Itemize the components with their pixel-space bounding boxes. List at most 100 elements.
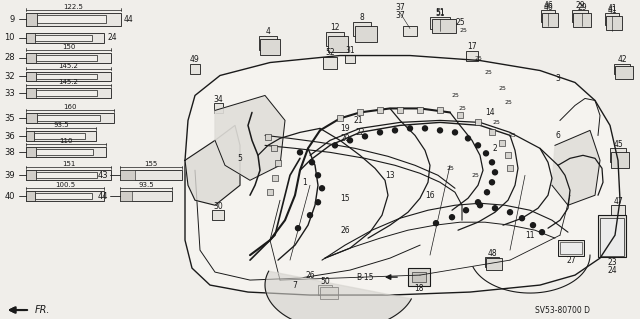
Text: 52: 52 bbox=[325, 48, 335, 57]
Polygon shape bbox=[215, 95, 285, 180]
Circle shape bbox=[476, 200, 481, 205]
Text: 24: 24 bbox=[107, 33, 116, 42]
Text: 50: 50 bbox=[320, 277, 330, 286]
Bar bbox=[337, 115, 343, 122]
Text: 19: 19 bbox=[340, 124, 350, 133]
Bar bbox=[36, 172, 97, 178]
Text: 155: 155 bbox=[145, 161, 157, 167]
Bar bbox=[417, 108, 423, 114]
Text: 47: 47 bbox=[613, 197, 623, 206]
Bar bbox=[120, 191, 132, 201]
Text: 93.5: 93.5 bbox=[138, 182, 154, 188]
Circle shape bbox=[484, 190, 490, 195]
Text: 12: 12 bbox=[330, 23, 340, 32]
Text: 35: 35 bbox=[4, 114, 15, 123]
Text: 25: 25 bbox=[504, 100, 512, 105]
Bar bbox=[345, 55, 355, 63]
Bar bbox=[26, 147, 36, 157]
Bar bbox=[600, 218, 624, 256]
Text: 9: 9 bbox=[10, 15, 15, 24]
Bar bbox=[35, 193, 92, 199]
Text: 93.5: 93.5 bbox=[53, 122, 69, 128]
Bar bbox=[486, 258, 502, 270]
Circle shape bbox=[310, 160, 314, 165]
Text: FR.: FR. bbox=[35, 305, 51, 315]
Text: 41: 41 bbox=[607, 4, 617, 13]
Text: 14: 14 bbox=[485, 108, 495, 117]
Bar bbox=[120, 170, 182, 180]
Text: 39: 39 bbox=[4, 171, 15, 180]
Text: 45: 45 bbox=[613, 140, 623, 149]
Text: 31: 31 bbox=[345, 46, 355, 55]
Text: 25: 25 bbox=[484, 70, 492, 75]
Bar bbox=[499, 140, 505, 146]
Bar bbox=[412, 272, 426, 282]
Circle shape bbox=[348, 138, 353, 143]
Circle shape bbox=[333, 143, 337, 148]
Circle shape bbox=[452, 130, 458, 135]
Text: 13: 13 bbox=[385, 171, 395, 180]
Circle shape bbox=[520, 216, 525, 221]
Text: SV53-80700 D: SV53-80700 D bbox=[535, 306, 590, 315]
Circle shape bbox=[378, 130, 383, 135]
Bar bbox=[572, 10, 588, 22]
Bar bbox=[214, 103, 223, 114]
Text: 43: 43 bbox=[97, 171, 108, 180]
Text: 27: 27 bbox=[566, 256, 576, 265]
Circle shape bbox=[493, 170, 497, 175]
Circle shape bbox=[307, 213, 312, 218]
Circle shape bbox=[449, 215, 454, 220]
Bar bbox=[120, 170, 135, 180]
Bar bbox=[466, 50, 478, 61]
Bar bbox=[505, 152, 511, 158]
Polygon shape bbox=[185, 56, 620, 295]
Text: 25: 25 bbox=[498, 86, 506, 91]
Bar bbox=[560, 242, 582, 254]
Circle shape bbox=[296, 226, 301, 231]
Text: 25: 25 bbox=[492, 120, 500, 125]
Text: 44: 44 bbox=[124, 15, 134, 24]
Bar bbox=[408, 268, 430, 286]
Circle shape bbox=[316, 200, 321, 205]
Bar bbox=[558, 240, 584, 256]
Bar bbox=[26, 147, 106, 157]
Text: 25: 25 bbox=[451, 93, 459, 98]
Bar bbox=[35, 34, 92, 41]
Circle shape bbox=[476, 143, 481, 148]
Text: 30: 30 bbox=[213, 202, 223, 211]
Text: 28: 28 bbox=[4, 53, 15, 62]
Bar bbox=[437, 108, 443, 114]
Text: 160: 160 bbox=[63, 104, 77, 110]
Text: 2: 2 bbox=[493, 144, 497, 153]
Bar bbox=[35, 133, 84, 139]
Text: 5: 5 bbox=[237, 154, 243, 163]
Text: 25: 25 bbox=[455, 18, 465, 27]
Circle shape bbox=[465, 136, 470, 141]
Text: 21: 21 bbox=[353, 116, 363, 125]
Bar bbox=[489, 130, 495, 135]
Bar bbox=[573, 13, 591, 26]
Circle shape bbox=[392, 128, 397, 133]
Bar bbox=[26, 88, 36, 99]
Bar bbox=[328, 36, 348, 52]
Circle shape bbox=[433, 221, 438, 226]
Text: 29: 29 bbox=[575, 1, 585, 10]
Circle shape bbox=[490, 160, 495, 165]
Bar bbox=[610, 148, 626, 162]
Text: 49: 49 bbox=[190, 55, 200, 64]
Text: 25: 25 bbox=[471, 173, 479, 178]
Text: 22: 22 bbox=[355, 128, 365, 137]
Text: 11: 11 bbox=[525, 231, 535, 240]
Bar bbox=[26, 33, 35, 42]
Text: 122.5: 122.5 bbox=[63, 4, 83, 10]
Bar bbox=[26, 114, 36, 123]
Text: 18: 18 bbox=[414, 284, 424, 293]
Bar bbox=[611, 152, 629, 168]
Bar bbox=[475, 119, 481, 125]
Bar bbox=[26, 33, 104, 42]
Bar bbox=[26, 170, 36, 180]
Bar bbox=[541, 10, 555, 22]
Bar bbox=[36, 73, 97, 79]
Text: 7: 7 bbox=[292, 281, 298, 290]
Bar bbox=[260, 39, 280, 55]
